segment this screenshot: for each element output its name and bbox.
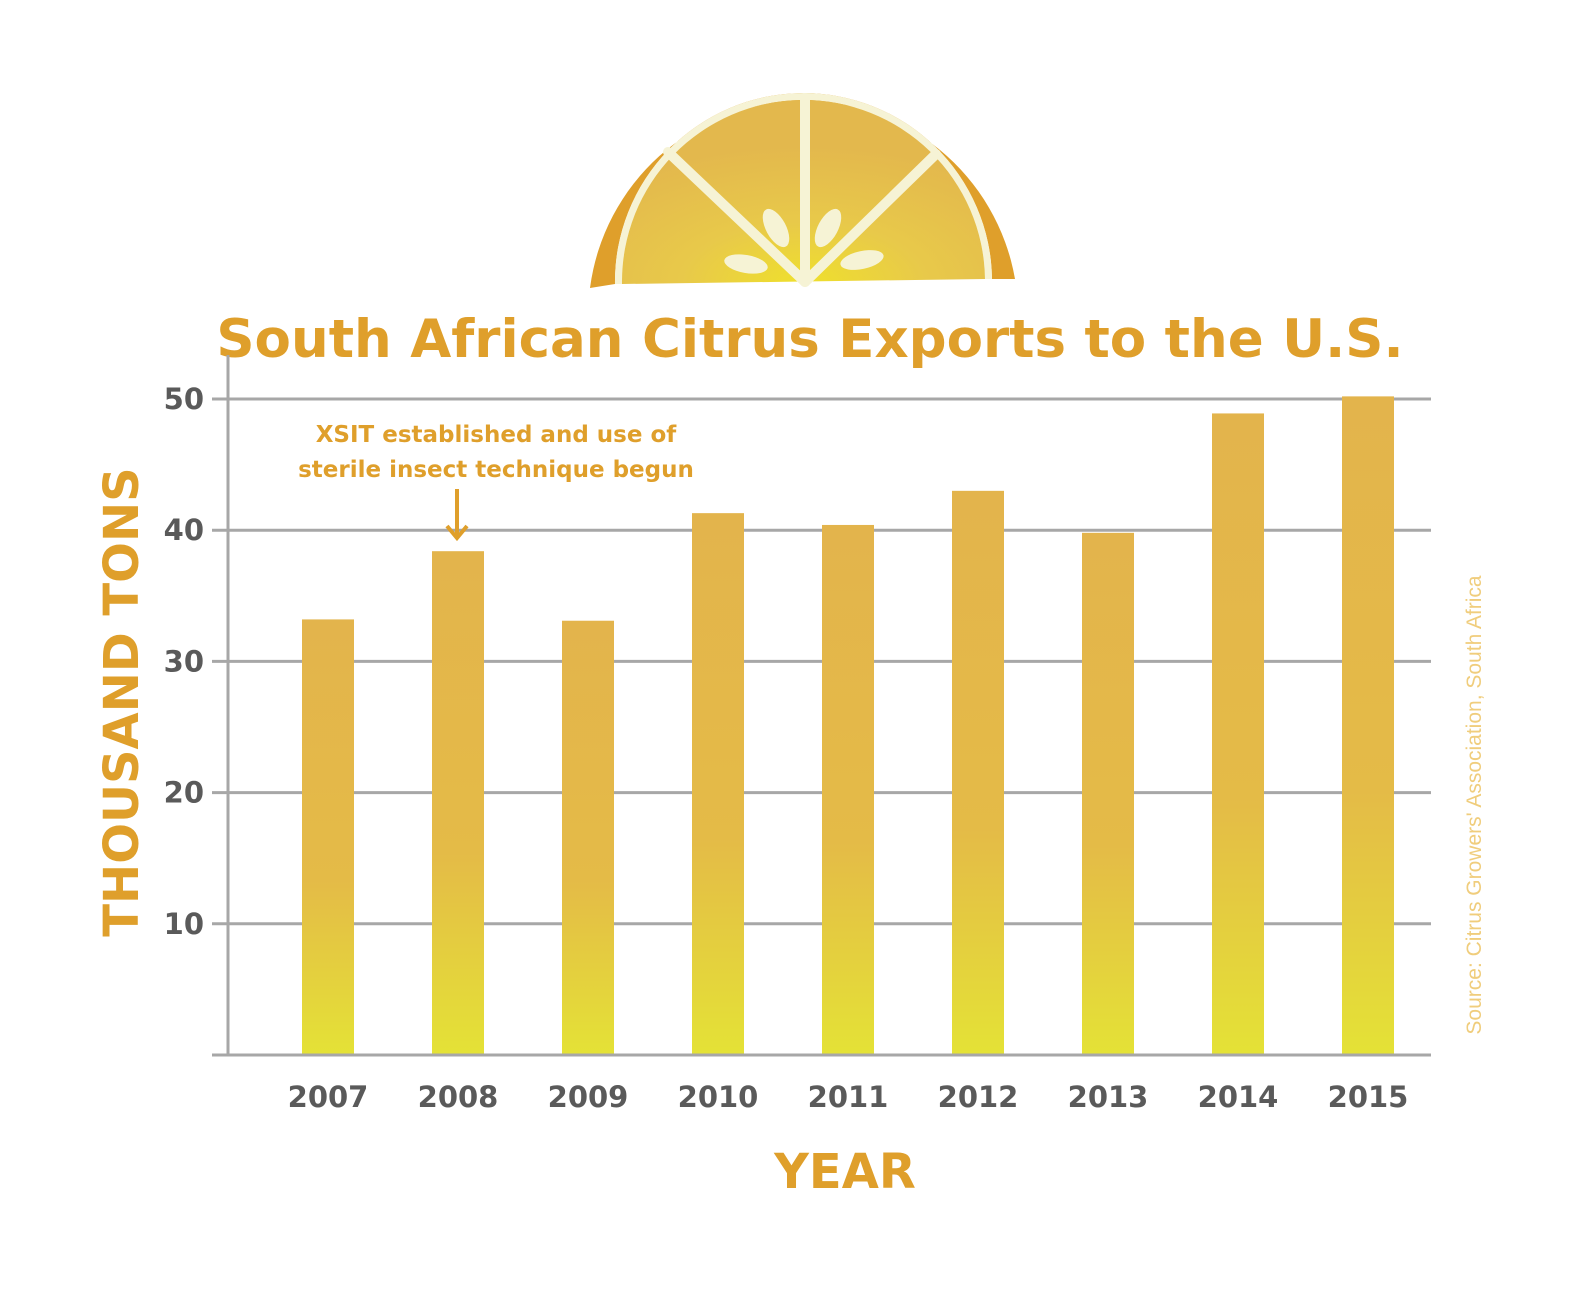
bar-2011 xyxy=(822,524,874,1055)
bar-2015 xyxy=(1342,396,1394,1056)
x-axis-title: YEAR xyxy=(773,1144,916,1200)
y-tick-label: 40 xyxy=(164,513,204,547)
lemon-slice-icon xyxy=(590,93,1015,289)
annotation: XSIT established and use of sterile inse… xyxy=(298,422,694,542)
source-note: Source: Citrus Growers' Association, Sou… xyxy=(1463,575,1486,1035)
y-tick-label: 10 xyxy=(164,907,204,941)
x-tick-label: 2012 xyxy=(938,1080,1019,1114)
x-tick-label: 2011 xyxy=(808,1080,889,1114)
y-tick-label: 30 xyxy=(164,644,204,678)
y-tick-label: 20 xyxy=(164,776,204,810)
x-tick-label: 2014 xyxy=(1198,1080,1279,1114)
x-tick-label: 2007 xyxy=(288,1080,369,1114)
bar-2008 xyxy=(432,551,484,1055)
bar-2010 xyxy=(692,513,744,1055)
chart-title: South African Citrus Exports to the U.S. xyxy=(216,309,1403,370)
x-tick-label: 2009 xyxy=(548,1080,629,1114)
bar-2014 xyxy=(1212,413,1264,1055)
bar-layer xyxy=(302,396,1394,1056)
bar-2007 xyxy=(302,619,354,1055)
x-tick-layer: 2007 2008 2009 2010 2011 2012 2013 2014 2015 xyxy=(288,1080,1409,1114)
x-tick-label: 2010 xyxy=(678,1080,759,1114)
x-tick-label: 2013 xyxy=(1068,1080,1149,1114)
bar-2012 xyxy=(952,490,1004,1056)
y-tick-label: 50 xyxy=(164,382,204,416)
annotation-line-1: XSIT established and use of xyxy=(316,422,678,448)
bar-2009 xyxy=(562,620,614,1055)
x-tick-label: 2015 xyxy=(1328,1080,1409,1114)
bar-2013 xyxy=(1082,532,1134,1055)
arrow-down-icon xyxy=(445,489,469,542)
x-tick-label: 2008 xyxy=(418,1080,499,1114)
y-axis-title: THOUSAND TONS xyxy=(94,467,150,936)
annotation-line-2: sterile insect technique begun xyxy=(298,457,694,483)
